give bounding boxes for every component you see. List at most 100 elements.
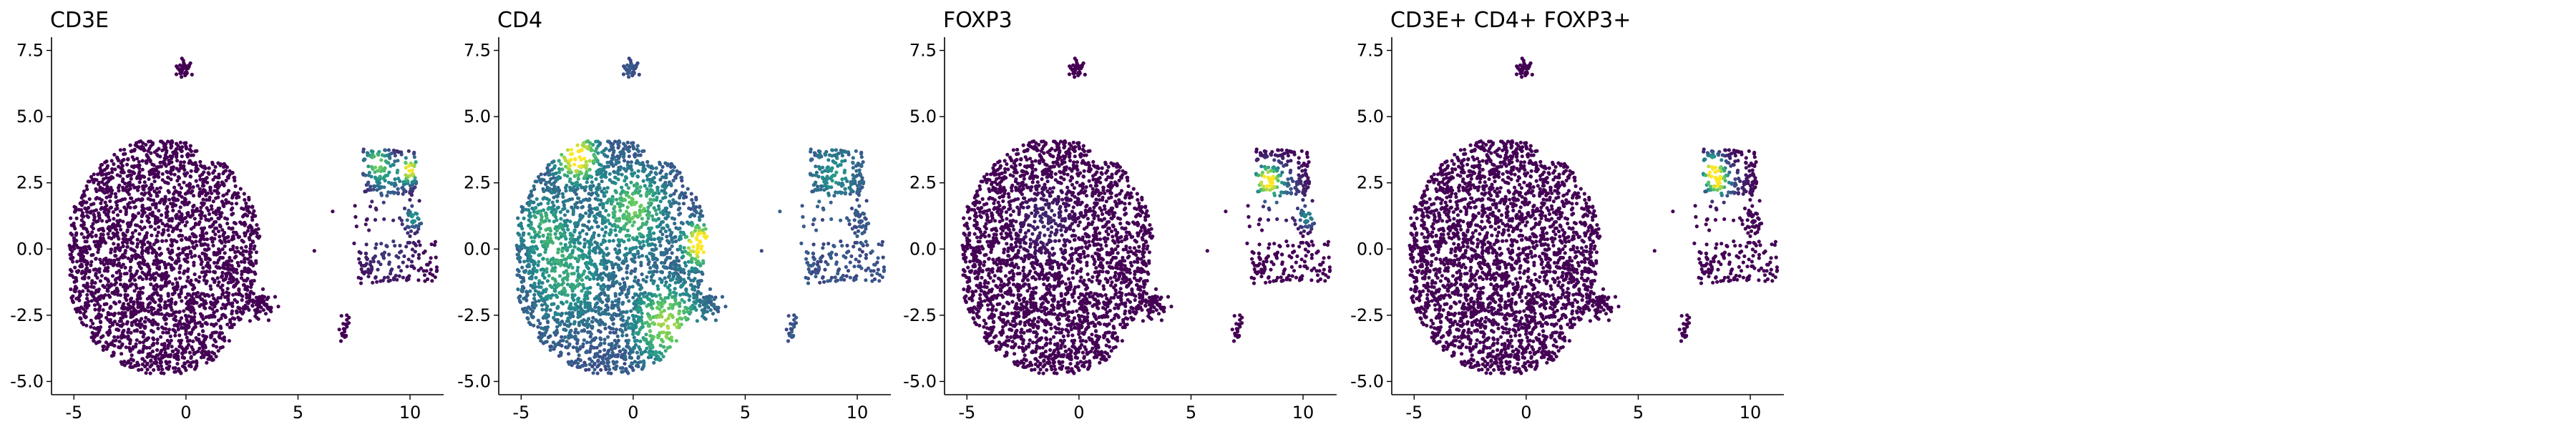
scatter-point	[84, 247, 89, 252]
scatter-point	[203, 166, 208, 170]
scatter-point	[176, 327, 180, 332]
scatter-point	[72, 247, 77, 251]
scatter-point	[386, 148, 391, 152]
scatter-point	[847, 218, 851, 222]
scatter-point	[354, 225, 358, 229]
scatter-point	[859, 163, 863, 167]
scatter-point	[636, 356, 640, 360]
scatter-point	[882, 268, 887, 272]
scatter-point	[225, 222, 230, 226]
scatter-point	[110, 167, 114, 171]
scatter-point	[143, 325, 147, 329]
scatter-point	[205, 237, 210, 242]
scatter-point	[668, 194, 673, 198]
scatter-point	[814, 275, 818, 279]
scatter-point	[96, 219, 100, 223]
scatter-point	[79, 317, 83, 321]
scatter-point	[425, 262, 429, 267]
scatter-point	[140, 277, 145, 282]
scatter-point	[123, 249, 128, 253]
scatter-point	[174, 72, 179, 77]
scatter-point	[218, 325, 223, 329]
scatter-point	[600, 310, 605, 315]
scatter-point	[81, 214, 85, 218]
scatter-point	[374, 275, 378, 280]
scatter-point	[123, 197, 127, 201]
scatter-point	[152, 198, 156, 202]
scatter-point	[374, 242, 379, 247]
scatter-point	[159, 164, 163, 169]
scatter-point	[193, 325, 197, 329]
scatter-point	[846, 269, 851, 273]
scatter-point	[94, 257, 98, 261]
scatter-point	[124, 209, 128, 214]
scatter-point	[106, 265, 110, 270]
scatter-point	[112, 351, 116, 355]
scatter-point	[165, 270, 169, 275]
scatter-point	[312, 249, 316, 253]
scatter-point	[545, 307, 549, 311]
scatter-point	[870, 249, 874, 254]
scatter-point	[832, 245, 836, 249]
scatter-point	[220, 211, 224, 215]
scatter-point	[623, 355, 628, 359]
scatter-point	[639, 260, 643, 265]
scatter-point	[255, 223, 259, 227]
scatter-point	[379, 158, 384, 162]
scatter-point	[245, 285, 250, 289]
scatter-point	[859, 179, 863, 184]
scatter-point	[129, 310, 133, 315]
scatter-point	[109, 282, 113, 287]
scatter-point	[217, 175, 221, 179]
scatter-point	[89, 263, 93, 267]
scatter-point	[108, 317, 112, 322]
scatter-point	[587, 203, 592, 207]
scatter-point	[101, 334, 105, 338]
scatter-point	[228, 255, 232, 260]
scatter-point	[432, 243, 437, 247]
scatter-point	[122, 328, 126, 332]
scatter-point	[539, 338, 543, 343]
scatter-point	[244, 245, 248, 249]
scatter-point	[164, 145, 168, 150]
scatter-point	[195, 243, 199, 247]
scatter-point	[630, 141, 635, 145]
scatter-point	[814, 270, 818, 275]
scatter-point	[110, 170, 114, 174]
scatter-point	[92, 339, 96, 343]
scatter-point	[208, 265, 212, 270]
scatter-point	[222, 204, 226, 209]
scatter-point	[172, 227, 176, 232]
scatter-point	[399, 269, 404, 273]
scatter-point	[829, 250, 834, 255]
scatter-point	[410, 168, 414, 172]
scatter-point	[188, 174, 193, 179]
scatter-point	[562, 203, 567, 207]
scatter-point	[102, 262, 107, 267]
scatter-point	[253, 272, 258, 276]
scatter-point	[194, 359, 199, 363]
scatter-point	[213, 270, 217, 275]
scatter-point	[406, 164, 411, 168]
scatter-point	[544, 312, 548, 316]
scatter-point	[699, 279, 703, 283]
scatter-point	[140, 197, 145, 202]
scatter-point	[247, 197, 251, 202]
scatter-point	[168, 334, 172, 338]
scatter-point	[170, 345, 174, 349]
scatter-point	[621, 318, 625, 322]
scatter-point	[663, 191, 668, 195]
scatter-point	[164, 322, 168, 326]
scatter-point	[135, 242, 140, 246]
scatter-point	[372, 154, 376, 159]
scatter-point	[79, 208, 84, 212]
scatter-point	[804, 250, 809, 254]
scatter-point	[689, 282, 693, 287]
scatter-point	[126, 157, 130, 162]
scatter-point	[851, 166, 855, 170]
scatter-point	[203, 343, 207, 347]
scatter-point	[398, 250, 402, 255]
scatter-point	[648, 251, 652, 255]
scatter-point	[192, 272, 197, 277]
scatter-point	[597, 308, 601, 312]
